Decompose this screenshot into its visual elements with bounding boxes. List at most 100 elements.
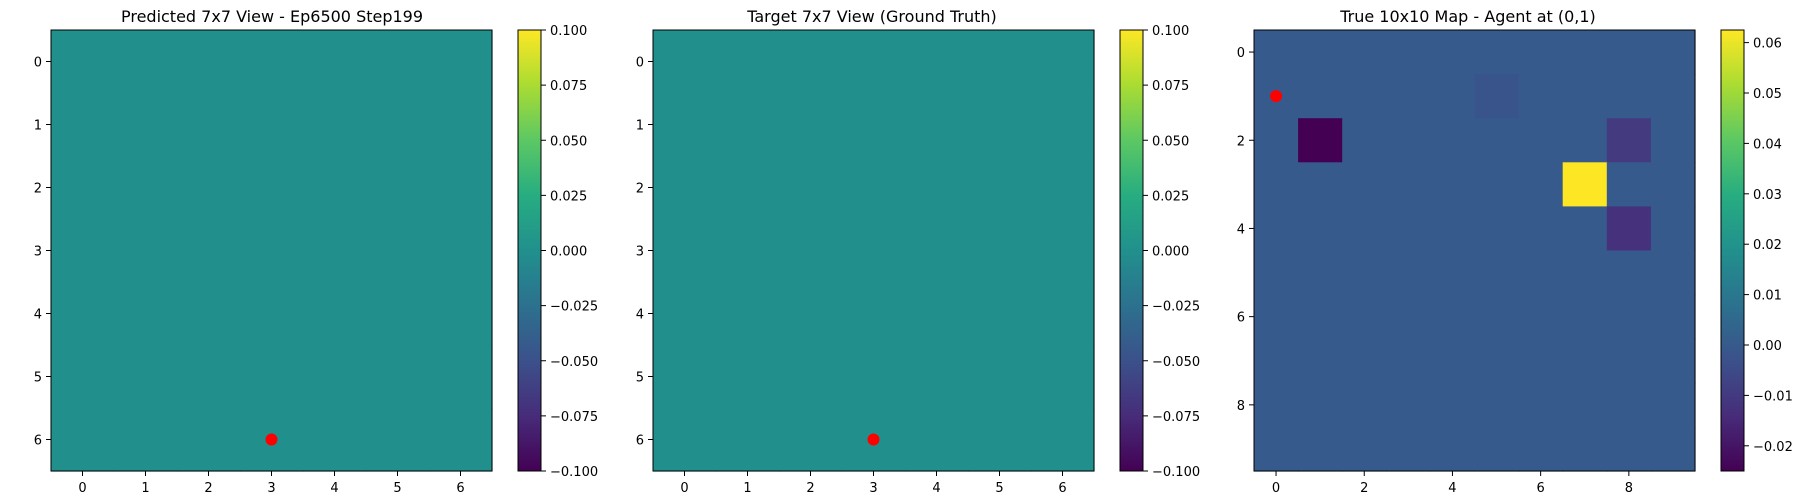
target-x-tick-label-3: 3: [869, 481, 877, 496]
predicted-cell-r0-c0: [51, 30, 115, 94]
predicted-cell-r5-c1: [114, 345, 178, 409]
target-colorbar: [1120, 30, 1143, 471]
truemap-x-tick-label-8: 8: [1625, 481, 1633, 496]
truemap-colorbar-tick-label: 0.01: [1753, 289, 1782, 304]
predicted-cell-r6-c6: [429, 408, 493, 472]
truemap-cell-r9-c7: [1562, 426, 1608, 472]
predicted-cell-r3-c4: [303, 219, 367, 283]
truemap-cell-r8-c7: [1562, 382, 1608, 428]
predicted-y-tick-label-2: 2: [34, 182, 42, 197]
truemap-cell-r6-c6: [1518, 294, 1564, 340]
truemap-cell-r3-c5: [1474, 162, 1520, 207]
truemap-cell-r8-c2: [1342, 382, 1387, 428]
truemap-cell-r7-c3: [1386, 338, 1431, 384]
predicted-y-tick-label-3: 3: [34, 245, 42, 260]
predicted-cell-r1-c4: [303, 93, 367, 157]
truemap-cell-r4-c6: [1518, 206, 1564, 252]
target-cell-r3-c3: [842, 219, 906, 283]
truemap-cell-r8-c9: [1650, 382, 1696, 428]
predicted-cell-r6-c2: [177, 408, 241, 472]
target-x-tick-label-6: 6: [1058, 481, 1066, 496]
truemap-cell-r9-c5: [1474, 426, 1520, 472]
predicted-view-panel: Predicted 7x7 View - Ep6500 Step199 0 1 2 3…: [34, 7, 598, 496]
truemap-cell-r8-c1: [1298, 382, 1343, 428]
predicted-cell-r4-c0: [51, 282, 115, 346]
truemap-cell-r0-c9: [1650, 30, 1696, 75]
truemap-colorbar-frame: [1720, 29, 1745, 472]
target-cell-r5-c4: [905, 345, 969, 409]
predicted-cell-r2-c6: [429, 156, 493, 220]
truemap-cell-r4-c7: [1562, 206, 1608, 252]
predicted-x-tick-label-5: 5: [393, 481, 401, 496]
truemap-cell-r3-c0: [1254, 162, 1299, 207]
predicted-cell-r5-c4: [303, 345, 367, 409]
truemap-colorbar-tick-label: 0.03: [1753, 188, 1782, 203]
truemap-cell-r3-c9: [1650, 162, 1696, 207]
truemap-cell-r5-c7: [1562, 250, 1608, 296]
predicted-cell-r0-c1: [114, 30, 178, 94]
truemap-cell-r8-c6: [1518, 382, 1564, 428]
target-colorbar-tick-label: 0.025: [1152, 189, 1189, 204]
true-map-panel: True 10x10 Map - Agent at (0,1) 0 2 4 6 8 0 2 4…: [1237, 7, 1793, 496]
predicted-cell-r2-c3: [240, 156, 304, 220]
target-cell-r1-c1: [716, 93, 780, 157]
predicted-cell-r1-c2: [177, 93, 241, 157]
truemap-cell-r4-c2: [1342, 206, 1387, 252]
truemap-x-tick-label-2: 2: [1360, 481, 1368, 496]
truemap-cell-r2-c6: [1518, 118, 1564, 163]
truemap-cell-r8-c3: [1386, 382, 1431, 428]
predicted-colorbar-tick-label: 0.000: [550, 245, 587, 260]
truemap-cell-r6-c9: [1650, 294, 1696, 340]
target-y-tick-label-1: 1: [636, 119, 644, 134]
target-cell-r1-c4: [905, 93, 969, 157]
predicted-colorbar-tick-label: 0.100: [550, 24, 587, 39]
target-y-tick-label-4: 4: [636, 308, 644, 323]
truemap-axes-frame: [1253, 29, 1696, 472]
target-cell-r2-c6: [1031, 156, 1095, 220]
target-x-tick-label-4: 4: [932, 481, 940, 496]
target-cell-r4-c2: [779, 282, 843, 346]
target-cell-r5-c5: [968, 345, 1032, 409]
truemap-colorbar-tick-label: 0.05: [1753, 87, 1782, 102]
predicted-agent-marker: [265, 433, 278, 446]
predicted-cell-r0-c2: [177, 30, 241, 94]
predicted-colorbar-tick-label: 0.025: [550, 189, 587, 204]
target-cell-r3-c0: [653, 219, 717, 283]
truemap-cell-r9-c3: [1386, 426, 1431, 472]
truemap-cell-r6-c4: [1430, 294, 1476, 340]
target-cell-r4-c3: [842, 282, 906, 346]
target-cell-r4-c1: [716, 282, 780, 346]
predicted-cell-r2-c5: [366, 156, 430, 220]
target-cell-r5-c3: [842, 345, 906, 409]
truemap-cell-r6-c1: [1298, 294, 1343, 340]
predicted-y-tick-label-1: 1: [34, 119, 42, 134]
truemap-cell-r2-c9: [1650, 118, 1696, 163]
predicted-colorbar-tick-label: −0.100: [550, 465, 598, 480]
predicted-cell-r3-c0: [51, 219, 115, 283]
target-cell-r6-c0: [653, 408, 717, 472]
predicted-cell-r2-c1: [114, 156, 178, 220]
truemap-x-tick-label-6: 6: [1537, 481, 1545, 496]
predicted-y-tick-label-5: 5: [34, 371, 42, 386]
target-cell-r1-c2: [779, 93, 843, 157]
truemap-cell-r2-c4: [1430, 118, 1476, 163]
truemap-cell-r0-c6: [1518, 30, 1564, 75]
truemap-cell-r5-c8: [1606, 250, 1652, 296]
predicted-cell-r2-c4: [303, 156, 367, 220]
predicted-cell-r1-c6: [429, 93, 493, 157]
truemap-y-tick-label-2: 2: [1237, 134, 1245, 149]
truemap-cell-r9-c4: [1430, 426, 1476, 472]
predicted-y-tick-label-6: 6: [34, 434, 42, 449]
truemap-cell-r0-c0: [1254, 30, 1299, 75]
truemap-cell-r9-c6: [1518, 426, 1564, 472]
truemap-cell-r3-c8: [1606, 162, 1652, 207]
truemap-cell-r2-c7: [1562, 118, 1608, 163]
target-cell-r1-c3: [842, 93, 906, 157]
predicted-cell-r6-c1: [114, 408, 178, 472]
truemap-cell-r0-c8: [1606, 30, 1652, 75]
truemap-cell-r4-c0: [1254, 206, 1299, 252]
truemap-cell-r2-c1: [1298, 118, 1343, 163]
predicted-cell-r4-c2: [177, 282, 241, 346]
truemap-cell-r3-c4: [1430, 162, 1476, 207]
